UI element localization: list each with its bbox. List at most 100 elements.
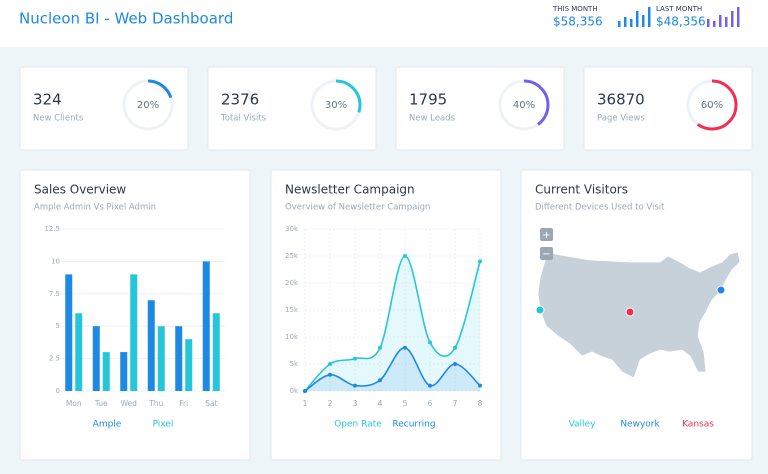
bar: [175, 326, 183, 391]
y-tick-label: 5k: [289, 360, 298, 368]
zoom-out-button[interactable]: [540, 247, 553, 260]
y-tick-label: 25k: [285, 252, 299, 260]
stat-label: Page Views: [597, 114, 645, 124]
data-point: [353, 383, 357, 388]
top-bar: [0, 0, 768, 47]
data-point: [453, 362, 457, 366]
series-area: [305, 347, 480, 391]
sparkline-bar: [719, 15, 722, 27]
data-point: [303, 389, 307, 393]
stat-value: 324: [33, 91, 62, 109]
legend-entry[interactable]: Pixel: [153, 420, 174, 430]
y-tick-label: 5: [56, 322, 60, 330]
x-tick-label: Mon: [66, 399, 82, 408]
x-tick-label: 8: [478, 399, 483, 408]
series-area: [305, 255, 480, 391]
y-tick-label: 15k: [285, 306, 299, 314]
data-point: [453, 345, 457, 350]
zoom-out-label[interactable]: −: [542, 249, 550, 260]
legend-entry[interactable]: Recurring: [392, 420, 435, 430]
this-month-value: $58,356: [553, 15, 603, 29]
sparkline-bar: [618, 21, 621, 27]
chart-subtitle: Ample Admin Vs Pixel Admin: [34, 203, 156, 213]
this-month-label: THIS MONTH: [552, 5, 598, 13]
stat-card: [583, 66, 753, 151]
stat-card: [19, 66, 189, 151]
stat-label: New Leads: [409, 114, 456, 124]
legend-entry[interactable]: Open Rate: [334, 420, 382, 430]
x-tick-label: 5: [403, 399, 408, 408]
x-tick-label: 2: [328, 399, 333, 408]
map-legend-entry[interactable]: Newyork: [620, 420, 660, 430]
data-point: [478, 383, 482, 388]
bar: [65, 274, 73, 391]
map-marker[interactable]: [625, 307, 635, 317]
sparkline-bar: [642, 15, 645, 27]
x-tick-label: 6: [428, 399, 433, 408]
y-tick-label: 30k: [285, 225, 299, 233]
map-title: Current Visitors: [535, 183, 628, 197]
zoom-in-button[interactable]: [540, 228, 553, 241]
last-month-value: $48,356: [656, 15, 706, 29]
data-point: [378, 345, 382, 350]
zoom-in-label[interactable]: +: [542, 230, 550, 241]
sparkline-bar: [630, 19, 633, 27]
series-line: [304, 347, 481, 392]
us-map[interactable]: [537, 251, 741, 379]
x-tick-label: Wed: [121, 399, 138, 408]
data-point: [403, 254, 407, 258]
bar: [147, 300, 155, 391]
map-marker[interactable]: [716, 285, 726, 295]
map-subtitle: Different Devices Used to Visit: [535, 203, 665, 213]
bar: [157, 326, 165, 391]
y-tick-label: 10k: [285, 333, 299, 341]
map-marker[interactable]: [535, 305, 545, 315]
x-tick-label: Fri: [179, 399, 188, 408]
y-tick-label: 2.5: [49, 355, 60, 363]
sparkline-bar: [725, 17, 728, 27]
donut-arc: [122, 79, 174, 131]
x-tick-label: 3: [353, 399, 358, 408]
chart-subtitle: Overview of Newsletter Campaign: [285, 203, 430, 213]
stat-label: New Clients: [33, 114, 84, 124]
data-point: [428, 383, 432, 388]
sparkline-bar: [713, 21, 716, 27]
donut-label: 40%: [513, 100, 535, 111]
map-legend-entry[interactable]: Kansas: [682, 420, 714, 430]
stat-card: [207, 66, 377, 151]
chart-title: Newsletter Campaign: [285, 183, 415, 197]
donut-label: 20%: [137, 100, 159, 111]
map-legend-entry[interactable]: Valley: [569, 420, 597, 430]
bar: [120, 352, 128, 391]
sparkline-bar: [731, 11, 734, 27]
bar: [102, 352, 110, 391]
data-point: [478, 259, 482, 264]
donut-arc: [310, 79, 362, 131]
sparkline-bar: [636, 11, 639, 27]
chart-card: [270, 169, 502, 461]
y-tick-label: 7.5: [49, 290, 60, 298]
x-tick-label: 1: [303, 399, 308, 408]
data-point: [428, 340, 432, 345]
app-title[interactable]: Nucleon BI - Web Dashboard: [19, 10, 233, 28]
data-point: [403, 345, 407, 350]
x-tick-label: 7: [453, 399, 458, 408]
sparkline-bar: [624, 17, 627, 27]
sparkline-bar: [707, 19, 710, 27]
stat-card: [395, 66, 565, 151]
x-tick-label: 4: [378, 399, 383, 408]
data-point: [328, 372, 332, 377]
x-tick-label: Sat: [205, 399, 217, 408]
donut-label: 60%: [701, 100, 723, 111]
bar: [92, 326, 100, 391]
x-tick-label: Thu: [148, 399, 163, 408]
bar: [75, 313, 83, 391]
y-tick-label: 0k: [289, 387, 298, 395]
y-tick-label: 10: [51, 257, 60, 265]
legend-entry[interactable]: Ample: [93, 420, 122, 430]
stat-value: 1795: [409, 91, 447, 109]
y-tick-label: 0: [56, 387, 60, 395]
donut-arc: [686, 79, 738, 131]
